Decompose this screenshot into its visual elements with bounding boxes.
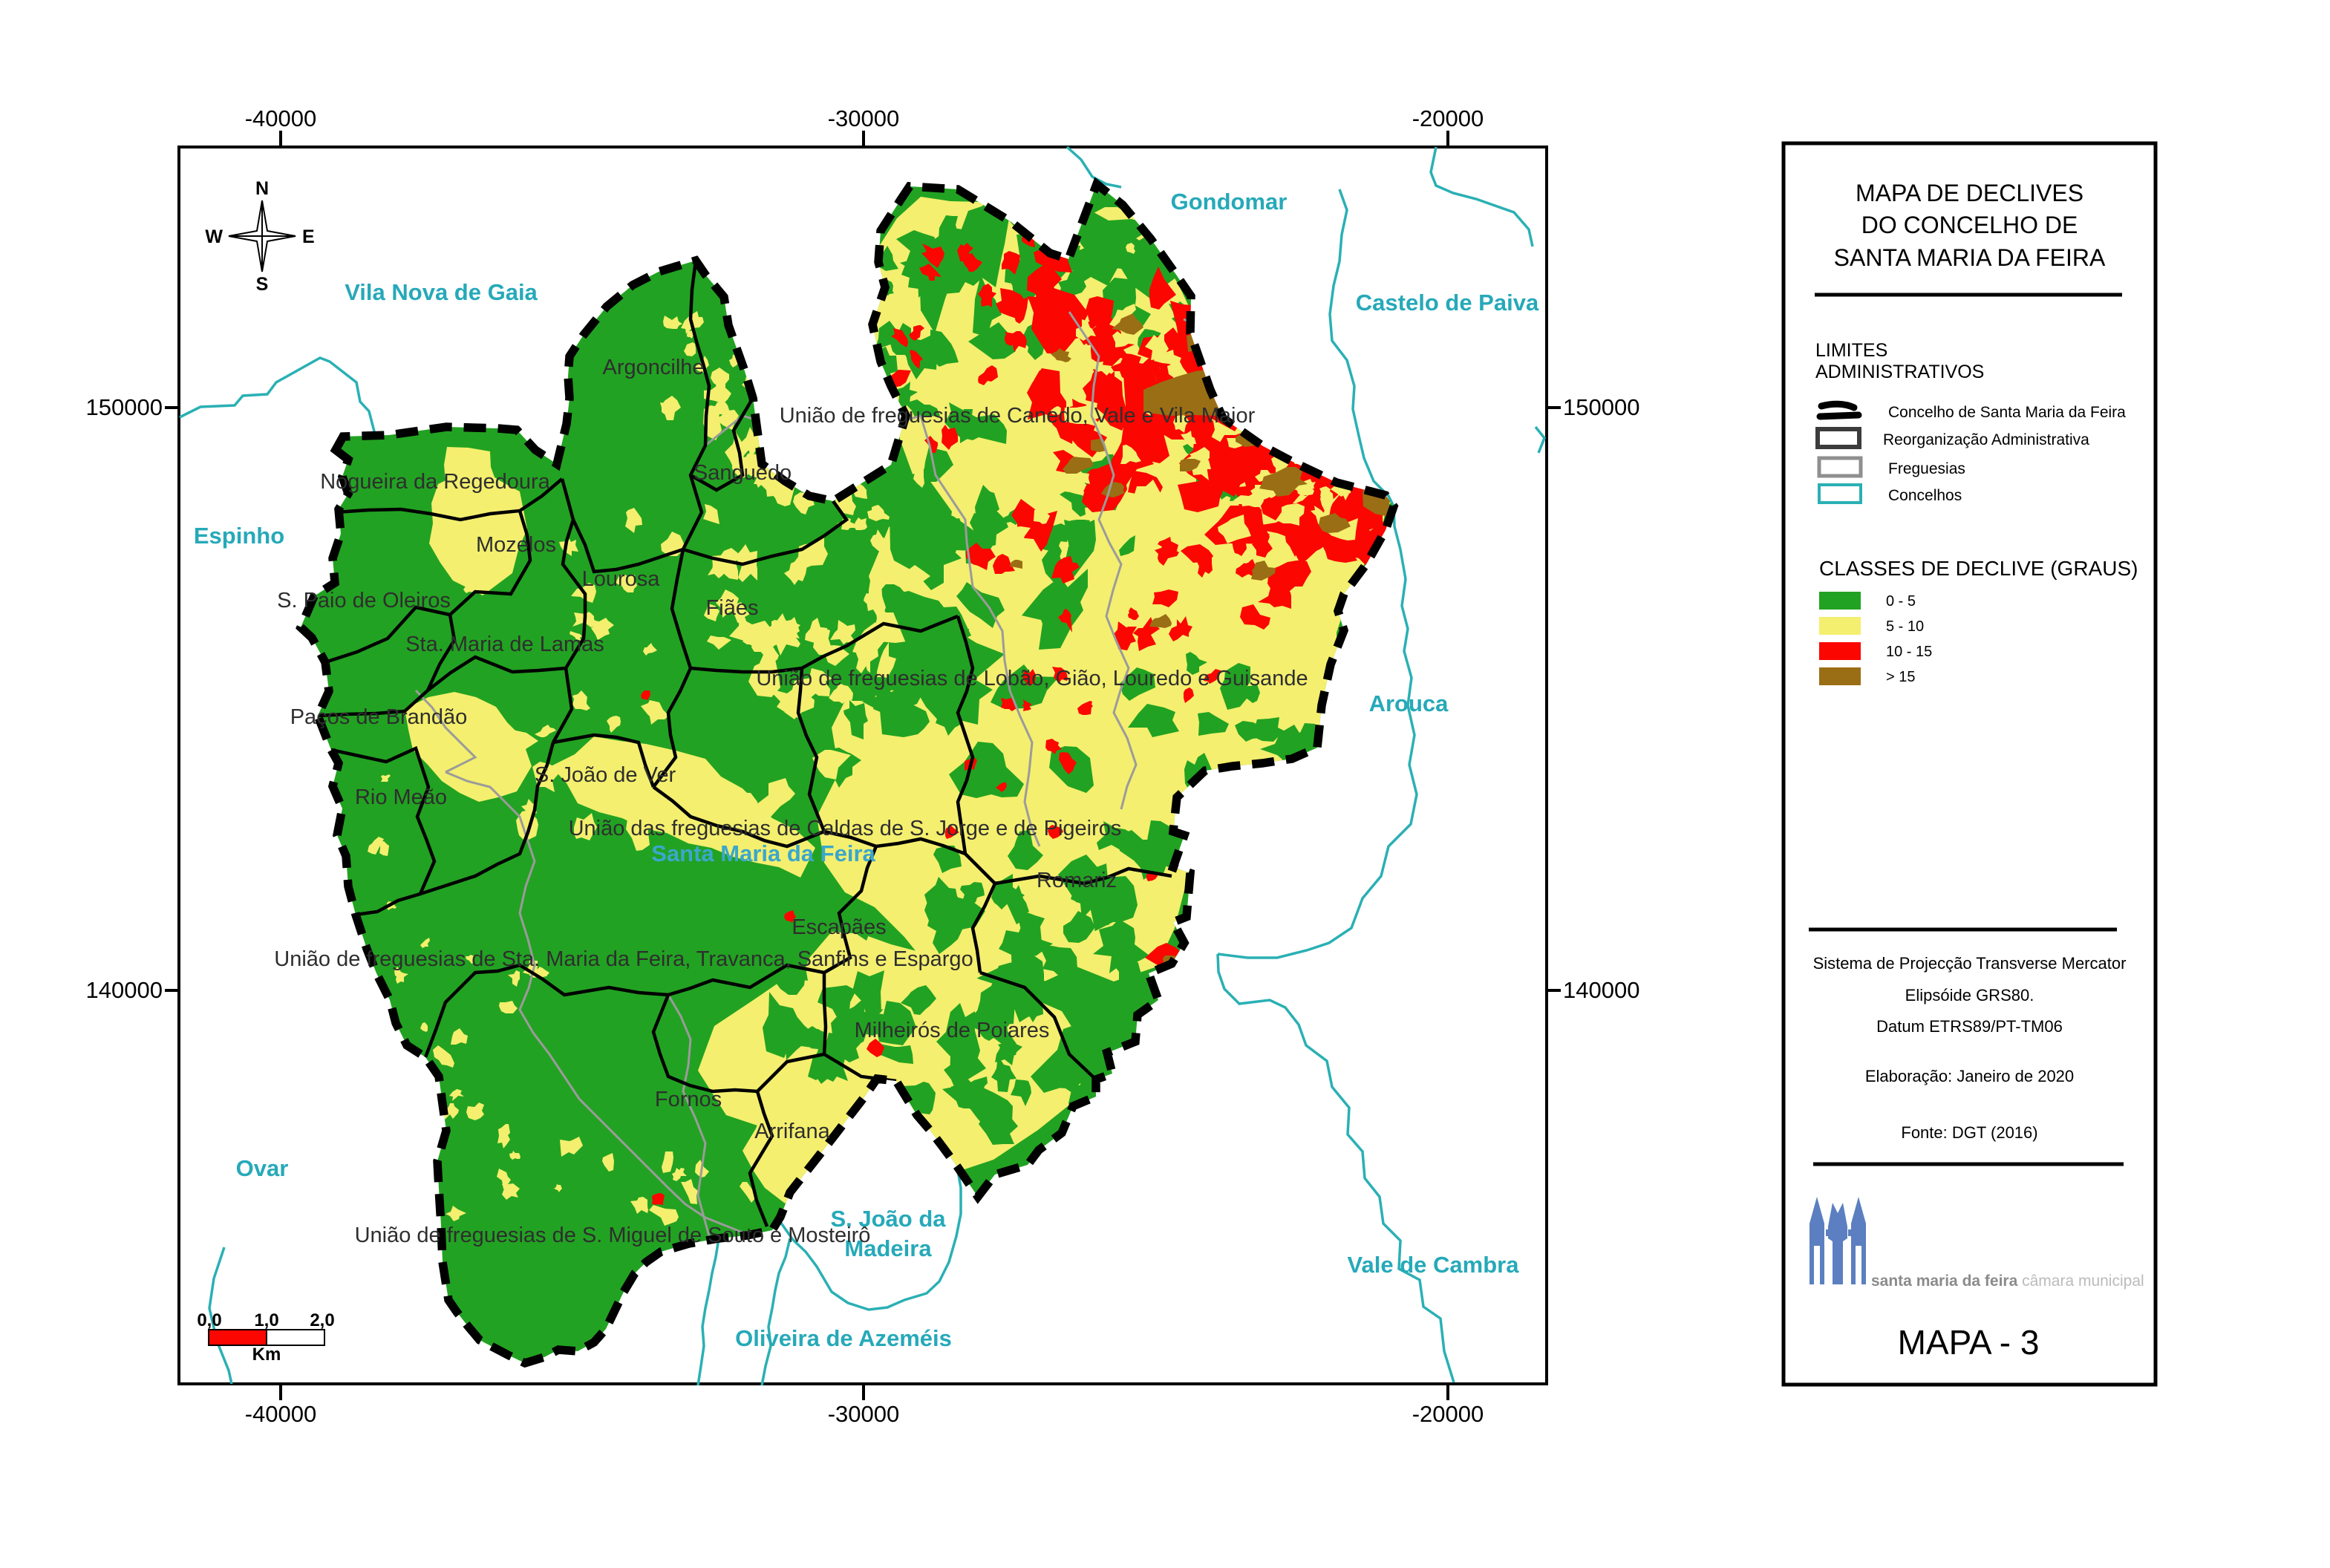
svg-text:Oliveira de Azeméis: Oliveira de Azeméis	[735, 1325, 952, 1351]
svg-text:Reorganização Administrativa: Reorganização Administrativa	[1883, 431, 2089, 448]
svg-text:Rio Meão: Rio Meão	[355, 785, 447, 809]
svg-text:-40000: -40000	[245, 105, 317, 131]
svg-text:Santa Maria da Feira: Santa Maria da Feira	[651, 840, 875, 866]
svg-text:2,0: 2,0	[310, 1310, 334, 1330]
svg-text:-20000: -20000	[1412, 1401, 1484, 1427]
svg-text:S: S	[256, 274, 269, 295]
svg-text:DO CONCELHO DE: DO CONCELHO DE	[1861, 212, 2078, 238]
svg-text:-30000: -30000	[828, 1401, 900, 1427]
svg-text:Fiães: Fiães	[706, 596, 759, 620]
svg-text:150000: 150000	[86, 394, 163, 420]
svg-text:Fonte: DGT (2016): Fonte: DGT (2016)	[1901, 1123, 2037, 1142]
svg-text:Sistema de Projecção Transvers: Sistema de Projecção Transverse Mercator	[1813, 954, 2127, 973]
svg-text:W: W	[205, 226, 223, 247]
svg-text:Elipsóide GRS80.: Elipsóide GRS80.	[1905, 986, 2034, 1004]
svg-text:0,0: 0,0	[197, 1310, 221, 1330]
svg-text:União das freguesias de Caldas: União das freguesias de Caldas de S. Jor…	[569, 817, 1122, 840]
svg-text:0 - 5: 0 - 5	[1886, 593, 1916, 610]
svg-text:10 - 15: 10 - 15	[1886, 644, 1932, 660]
svg-text:MAPA - 3: MAPA - 3	[1898, 1323, 2040, 1362]
svg-text:Castelo de Paiva: Castelo de Paiva	[1356, 290, 1539, 316]
svg-text:SANTA MARIA DA FEIRA: SANTA MARIA DA FEIRA	[1834, 244, 2106, 271]
svg-text:Paços de Brandão: Paços de Brandão	[290, 705, 468, 729]
svg-text:Sanguedo: Sanguedo	[694, 461, 792, 485]
svg-text:União de freguesias de S. Migu: União de freguesias de S. Miguel de Sout…	[355, 1224, 871, 1247]
svg-text:140000: 140000	[86, 977, 163, 1003]
svg-text:MAPA DE DECLIVES: MAPA DE DECLIVES	[1856, 180, 2083, 206]
svg-text:União de freguesias de Lobão,: União de freguesias de Lobão, Gião, Lour…	[756, 667, 1308, 690]
svg-text:Elaboração: Janeiro de 2020: Elaboração: Janeiro de 2020	[1865, 1067, 2074, 1085]
svg-text:-20000: -20000	[1412, 105, 1484, 131]
svg-text:S. João da: S. João da	[830, 1206, 946, 1232]
svg-text:Vale de Cambra: Vale de Cambra	[1348, 1252, 1520, 1278]
svg-text:N: N	[255, 178, 269, 199]
svg-text:Madeira: Madeira	[844, 1235, 932, 1261]
svg-text:140000: 140000	[1563, 977, 1639, 1003]
svg-text:Km: Km	[252, 1345, 281, 1365]
svg-text:Gondomar: Gondomar	[1171, 189, 1288, 215]
svg-text:Vila Nova de Gaia: Vila Nova de Gaia	[345, 279, 538, 305]
svg-text:Ovar: Ovar	[236, 1155, 289, 1181]
svg-text:Nogueira da Regedoura: Nogueira da Regedoura	[320, 470, 550, 494]
svg-text:-30000: -30000	[828, 105, 900, 131]
svg-text:Fornos: Fornos	[655, 1088, 722, 1111]
svg-text:Milheirós de Poiares: Milheirós de Poiares	[855, 1019, 1050, 1042]
svg-text:150000: 150000	[1563, 394, 1639, 420]
svg-text:ADMINISTRATIVOS: ADMINISTRATIVOS	[1815, 362, 1984, 382]
svg-text:Romariz: Romariz	[1037, 869, 1117, 892]
svg-text:Concelho de Santa Maria da Fei: Concelho de Santa Maria da Feira	[1888, 404, 2126, 421]
svg-text:CLASSES DE DECLIVE (GRAUS): CLASSES DE DECLIVE (GRAUS)	[1819, 557, 2138, 580]
svg-text:E: E	[302, 226, 315, 247]
svg-text:Sta. Maria de Lamas: Sta. Maria de Lamas	[405, 633, 604, 656]
svg-text:União de freguesias de Canedo,: União de freguesias de Canedo, Vale e Vi…	[780, 404, 1256, 428]
svg-text:santa maria da feira câmara mu: santa maria da feira câmara municipal	[1871, 1273, 2144, 1290]
svg-text:Mozelos: Mozelos	[476, 533, 556, 557]
svg-text:5 - 10: 5 - 10	[1886, 618, 1924, 635]
svg-text:Freguesias: Freguesias	[1888, 460, 1965, 477]
svg-text:> 15: > 15	[1886, 669, 1915, 685]
svg-text:S. Paio de Oleiros: S. Paio de Oleiros	[277, 589, 451, 612]
svg-text:S. João de Ver: S. João de Ver	[535, 763, 676, 787]
svg-text:Espinho: Espinho	[194, 523, 284, 549]
svg-text:União de freguesias de Sta. Ma: União de freguesias de Sta. Maria da Fei…	[274, 947, 973, 971]
svg-text:Escapães: Escapães	[792, 915, 886, 939]
svg-text:Argoncilhe: Argoncilhe	[602, 356, 704, 379]
svg-text:Datum ETRS89/PT-TM06: Datum ETRS89/PT-TM06	[1876, 1017, 2063, 1036]
svg-text:Arrifana: Arrifana	[754, 1120, 830, 1143]
svg-text:LIMITES: LIMITES	[1815, 340, 1887, 361]
svg-text:-40000: -40000	[245, 1401, 317, 1427]
svg-text:Lourosa: Lourosa	[582, 567, 661, 591]
svg-text:1,0: 1,0	[254, 1310, 278, 1330]
svg-text:Concelhos: Concelhos	[1888, 487, 1962, 504]
svg-text:Arouca: Arouca	[1369, 690, 1449, 716]
